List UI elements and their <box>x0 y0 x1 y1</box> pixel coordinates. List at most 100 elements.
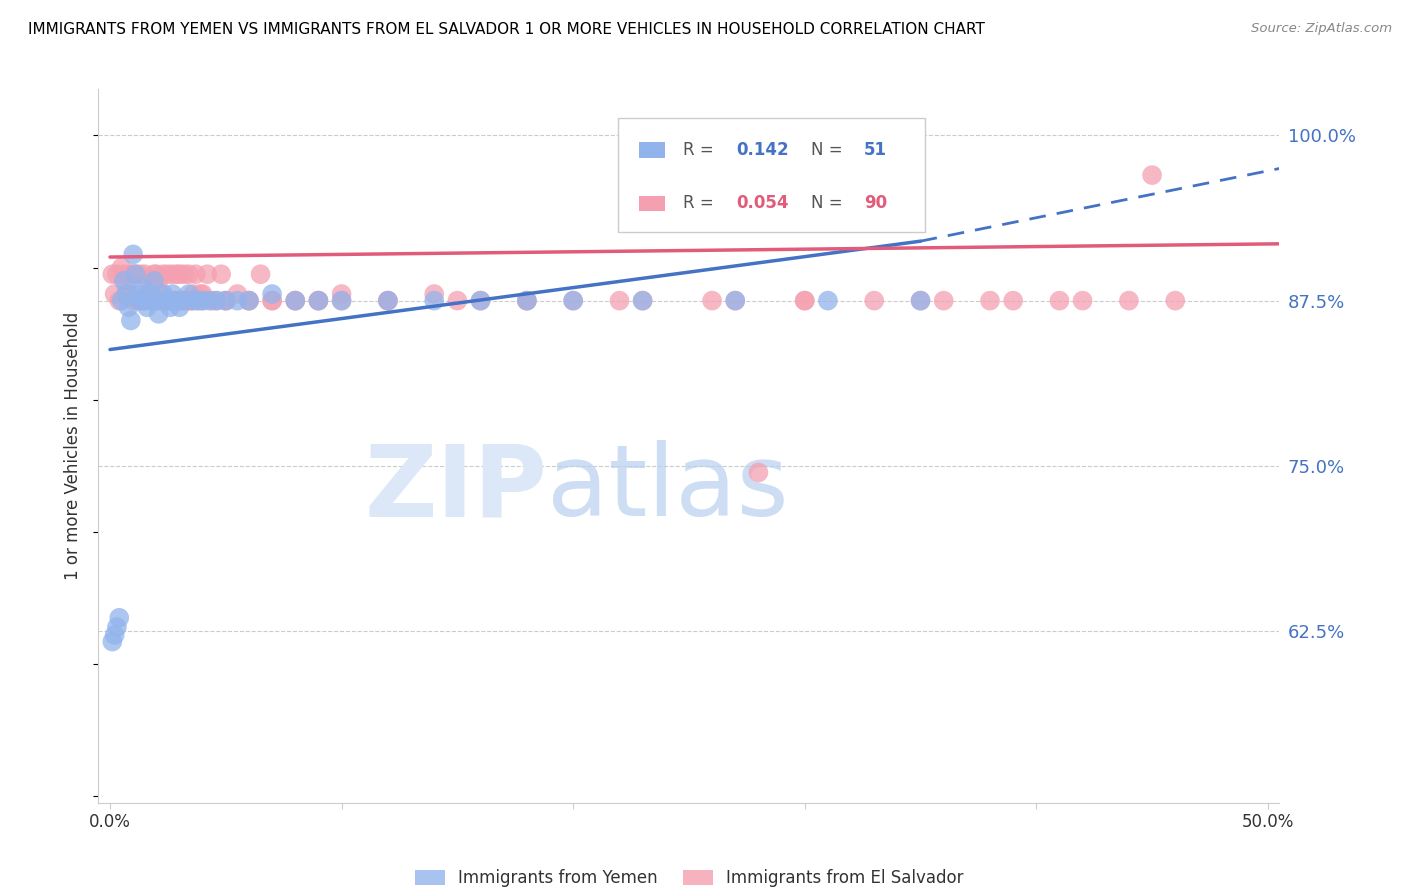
Point <box>162 287 184 301</box>
Point <box>177 267 200 281</box>
Point <box>101 634 124 648</box>
Point <box>134 293 156 308</box>
Point <box>117 287 139 301</box>
Point <box>105 620 128 634</box>
Point <box>184 267 207 281</box>
Point <box>163 293 186 308</box>
Point <box>932 293 955 308</box>
Point <box>226 293 249 308</box>
Point <box>156 267 179 281</box>
Point <box>562 293 585 308</box>
Point <box>747 466 769 480</box>
Text: 0.142: 0.142 <box>737 141 789 159</box>
Point <box>284 293 307 308</box>
Point <box>156 293 179 308</box>
Point <box>148 274 170 288</box>
Point <box>176 293 198 308</box>
Point <box>143 274 166 288</box>
Point <box>423 287 446 301</box>
Point <box>262 293 284 308</box>
Point <box>143 267 166 281</box>
Point <box>215 293 238 308</box>
Point <box>105 267 128 281</box>
Point <box>205 293 228 308</box>
Point <box>122 267 145 281</box>
Point <box>104 628 127 642</box>
Point <box>169 267 191 281</box>
FancyBboxPatch shape <box>619 118 925 232</box>
Point <box>163 293 186 308</box>
Point <box>159 293 181 308</box>
Text: Source: ZipAtlas.com: Source: ZipAtlas.com <box>1251 22 1392 36</box>
Point <box>136 287 159 301</box>
Point <box>122 293 145 308</box>
Point <box>1118 293 1140 308</box>
Point <box>141 293 163 308</box>
Point <box>166 267 188 281</box>
Point <box>201 293 224 308</box>
Point <box>330 293 353 308</box>
Point <box>377 293 399 308</box>
Point <box>187 293 209 308</box>
Point <box>191 293 214 308</box>
Point <box>700 293 723 308</box>
Point <box>307 293 329 308</box>
Point <box>724 293 747 308</box>
Point <box>141 293 163 308</box>
Point <box>110 260 132 275</box>
Point <box>149 293 172 308</box>
Point <box>470 293 492 308</box>
Point <box>910 293 932 308</box>
Text: R =: R = <box>683 194 718 212</box>
Point <box>127 293 149 308</box>
Point <box>205 293 228 308</box>
Point <box>979 293 1001 308</box>
Point <box>159 300 181 314</box>
Point <box>110 293 132 308</box>
Point <box>152 287 174 301</box>
Point <box>183 287 205 301</box>
Point <box>155 293 177 308</box>
Point <box>136 300 159 314</box>
Point <box>152 267 174 281</box>
Point <box>262 287 284 301</box>
Point <box>169 300 191 314</box>
Point <box>134 293 156 308</box>
Point <box>215 293 238 308</box>
Point <box>1002 293 1025 308</box>
Y-axis label: 1 or more Vehicles in Household: 1 or more Vehicles in Household <box>65 312 83 580</box>
Point <box>209 267 232 281</box>
Point <box>115 280 138 294</box>
Point <box>377 293 399 308</box>
Point <box>470 293 492 308</box>
Text: atlas: atlas <box>547 441 789 537</box>
Point <box>169 293 191 308</box>
Point <box>1071 293 1094 308</box>
Point <box>148 307 170 321</box>
Text: ZIP: ZIP <box>364 441 547 537</box>
Point <box>249 267 271 281</box>
Point <box>1049 293 1071 308</box>
Point <box>1140 168 1163 182</box>
Point <box>215 293 238 308</box>
Point <box>423 293 446 308</box>
Text: 90: 90 <box>863 194 887 212</box>
Point <box>284 293 307 308</box>
Text: N =: N = <box>811 194 848 212</box>
Point <box>117 300 139 314</box>
Point <box>124 267 146 281</box>
Point <box>446 293 468 308</box>
Point <box>238 293 260 308</box>
Point <box>817 293 839 308</box>
Point <box>129 293 152 308</box>
Point <box>112 274 135 288</box>
Point <box>120 313 142 327</box>
Point <box>122 247 145 261</box>
Point <box>188 287 211 301</box>
Point <box>108 611 131 625</box>
Legend: Immigrants from Yemen, Immigrants from El Salvador: Immigrants from Yemen, Immigrants from E… <box>415 869 963 888</box>
Point <box>127 287 149 301</box>
Point <box>180 293 202 308</box>
Point <box>307 293 329 308</box>
Point <box>129 267 152 281</box>
